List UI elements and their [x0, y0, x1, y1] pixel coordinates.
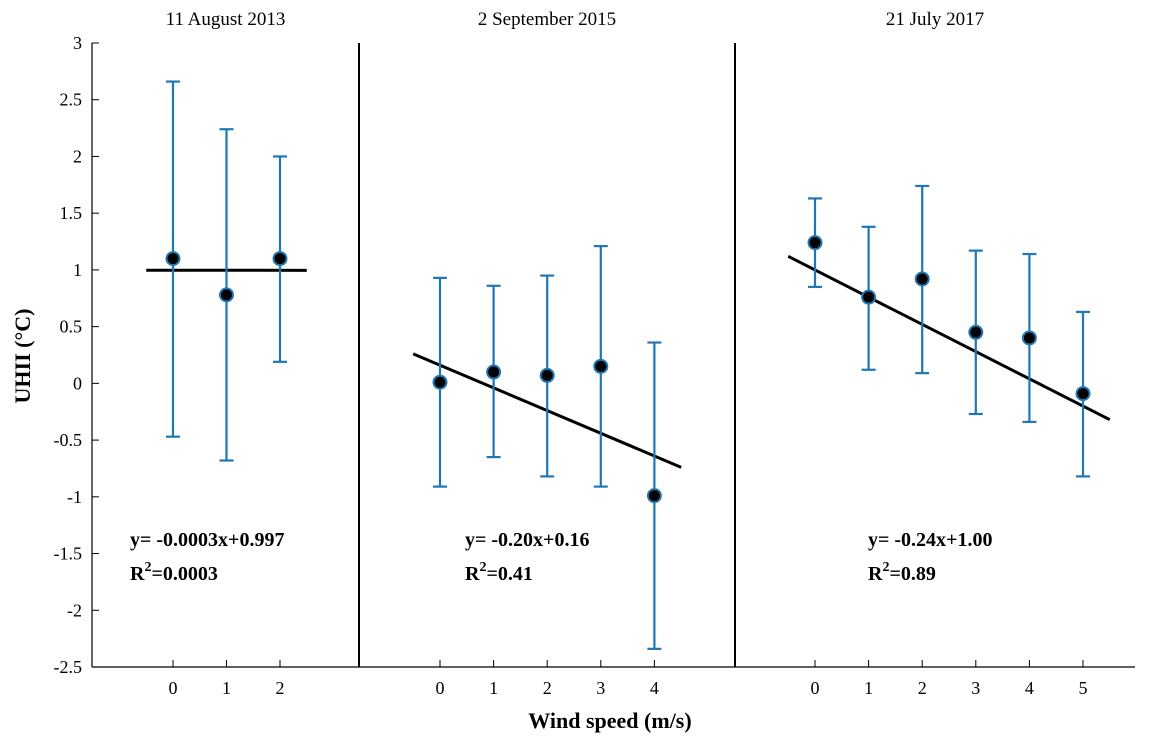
r-squared-label: R	[868, 563, 883, 585]
r-squared-value: =0.89	[889, 563, 935, 585]
y-tick-label: -1	[67, 487, 82, 507]
x-tick-label: 1	[489, 678, 498, 698]
x-tick-label: 1	[864, 678, 873, 698]
r-squared-superscript: 2	[144, 560, 151, 575]
r-squared-superscript: 2	[479, 560, 486, 575]
x-tick-label: 0	[436, 678, 445, 698]
y-tick-label: 1.5	[60, 203, 83, 223]
y-tick-label: 2.5	[60, 90, 83, 110]
data-point	[646, 488, 662, 504]
data-point	[914, 271, 930, 287]
x-tick-label: 3	[971, 678, 980, 698]
data-point	[539, 367, 555, 383]
fit-equation: y= -0.24x+1.00	[868, 529, 992, 551]
r-squared: R2=0.41	[465, 560, 533, 585]
x-tick-label: 0	[169, 678, 178, 698]
x-tick-label: 2	[918, 678, 927, 698]
y-axis-title: UHII (°C)	[10, 309, 35, 404]
x-axis-title: Wind speed (m/s)	[528, 708, 691, 733]
data-point	[165, 251, 181, 267]
y-tick-label: -1.5	[54, 544, 83, 564]
x-tick-label: 1	[222, 678, 231, 698]
plot-area: 3 2.5 2 1.5 1 0.5 0 -0.5 -1 -1.5 -2 -2.5 11 August 2…	[54, 9, 1135, 698]
panel-title: 2 September 2015	[478, 9, 616, 30]
data-point	[968, 324, 984, 340]
data-point	[486, 364, 502, 380]
data-point	[593, 358, 609, 374]
r-squared: R2=0.0003	[130, 560, 218, 585]
fit-equation: y= -0.20x+0.16	[465, 529, 589, 551]
y-tick-label: -2	[67, 600, 82, 620]
data-point	[272, 251, 288, 267]
r-squared-value: =0.0003	[151, 563, 217, 585]
y-tick-label: 0	[73, 373, 82, 393]
x-tick-label: 3	[596, 678, 605, 698]
panel-title: 11 August 2013	[166, 9, 286, 30]
y-tick-label: 0.5	[60, 317, 83, 337]
x-tick-label: 5	[1079, 678, 1088, 698]
x-tick-label: 0	[811, 678, 820, 698]
x-tick-label: 2	[276, 678, 285, 698]
y-tick-label: 2	[73, 146, 82, 166]
data-point	[807, 235, 823, 251]
r-squared: R2=0.89	[868, 560, 936, 585]
data-point	[219, 287, 234, 303]
y-tick-label: -2.5	[54, 657, 83, 677]
data-point	[432, 374, 448, 390]
y-tick-label: -0.5	[54, 430, 83, 450]
data-point	[861, 289, 877, 305]
fit-line	[787, 254, 1111, 422]
r-squared-label: R	[465, 563, 480, 585]
y-tick-label: 3	[73, 33, 82, 53]
data-point	[1075, 386, 1091, 402]
y-tick-label: 1	[73, 260, 82, 280]
x-tick-label: 4	[650, 678, 659, 698]
r-squared-value: =0.41	[486, 563, 532, 585]
x-tick-label: 2	[543, 678, 552, 698]
r-squared-superscript: 2	[882, 560, 889, 575]
panel-title: 21 July 2017	[886, 9, 984, 30]
data-point	[1021, 330, 1037, 346]
x-tick-label: 4	[1025, 678, 1034, 698]
fit-equation: y= -0.0003x+0.997	[130, 529, 284, 551]
r-squared-label: R	[130, 563, 145, 585]
